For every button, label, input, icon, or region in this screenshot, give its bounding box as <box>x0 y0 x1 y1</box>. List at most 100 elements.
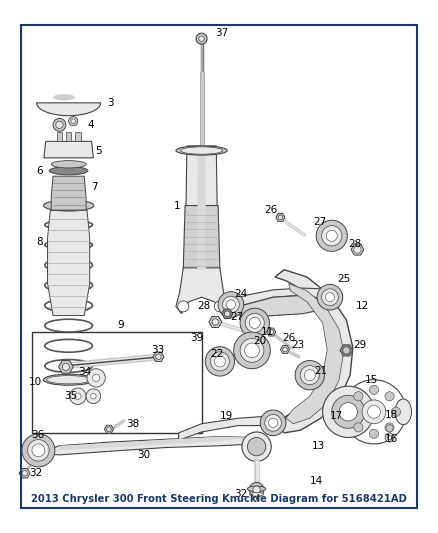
Polygon shape <box>227 295 335 317</box>
Circle shape <box>323 386 374 438</box>
Circle shape <box>260 410 286 435</box>
Text: 37: 37 <box>215 28 229 38</box>
Text: 30: 30 <box>138 450 151 460</box>
Text: 6: 6 <box>36 166 43 176</box>
Text: 14: 14 <box>310 475 323 486</box>
Text: 5: 5 <box>95 146 102 156</box>
Text: 32: 32 <box>233 489 247 499</box>
Ellipse shape <box>180 147 223 154</box>
Circle shape <box>74 393 81 399</box>
Text: 39: 39 <box>191 334 204 343</box>
Circle shape <box>300 366 319 385</box>
Circle shape <box>304 370 315 381</box>
Text: 26: 26 <box>282 334 296 343</box>
Circle shape <box>295 360 325 390</box>
Text: 33: 33 <box>151 345 164 356</box>
Circle shape <box>69 117 78 126</box>
Polygon shape <box>44 141 93 158</box>
Circle shape <box>212 319 219 325</box>
Polygon shape <box>280 345 290 353</box>
Text: 2013 Chrysler 300 Front Steering Knuckle Diagram for 5168421AD: 2013 Chrysler 300 Front Steering Knuckle… <box>31 494 407 504</box>
Text: 20: 20 <box>253 336 266 346</box>
Circle shape <box>28 440 49 461</box>
Circle shape <box>215 301 226 312</box>
Polygon shape <box>286 284 344 424</box>
Circle shape <box>332 395 365 429</box>
Text: 34: 34 <box>78 367 91 377</box>
Ellipse shape <box>46 376 91 384</box>
Polygon shape <box>351 244 364 255</box>
Bar <box>57 132 62 141</box>
Circle shape <box>245 313 264 333</box>
Circle shape <box>247 438 266 456</box>
Circle shape <box>369 429 378 439</box>
Text: 9: 9 <box>117 320 124 330</box>
Circle shape <box>385 433 394 442</box>
Ellipse shape <box>176 146 227 155</box>
Circle shape <box>240 308 269 337</box>
Text: 15: 15 <box>365 375 378 385</box>
Circle shape <box>225 311 230 317</box>
Text: 1: 1 <box>174 200 181 211</box>
Circle shape <box>321 289 338 305</box>
Polygon shape <box>39 437 257 455</box>
Circle shape <box>283 347 287 352</box>
Polygon shape <box>209 317 222 327</box>
Text: 12: 12 <box>356 301 369 311</box>
Polygon shape <box>19 469 30 478</box>
Text: 4: 4 <box>87 120 94 130</box>
Circle shape <box>107 427 111 432</box>
Text: 11: 11 <box>261 327 275 337</box>
Polygon shape <box>276 214 285 221</box>
Polygon shape <box>153 352 164 361</box>
Polygon shape <box>104 425 113 433</box>
Ellipse shape <box>247 486 266 491</box>
Text: 28: 28 <box>198 301 211 311</box>
Text: 35: 35 <box>64 391 77 401</box>
Text: 27: 27 <box>314 217 327 227</box>
Ellipse shape <box>249 492 264 496</box>
Circle shape <box>22 471 28 476</box>
Circle shape <box>265 415 282 431</box>
Text: 8: 8 <box>36 237 43 247</box>
Bar <box>32 332 201 433</box>
Circle shape <box>242 432 271 462</box>
Circle shape <box>362 400 386 424</box>
Circle shape <box>326 230 337 241</box>
Text: 16: 16 <box>385 434 398 445</box>
Text: 13: 13 <box>311 441 325 451</box>
Text: 21: 21 <box>314 366 328 376</box>
Circle shape <box>268 418 278 427</box>
Circle shape <box>91 393 96 399</box>
Circle shape <box>367 406 380 418</box>
Circle shape <box>249 482 264 497</box>
Ellipse shape <box>53 94 75 101</box>
Ellipse shape <box>43 374 94 385</box>
Circle shape <box>386 425 393 432</box>
Polygon shape <box>179 416 273 440</box>
Circle shape <box>385 423 394 432</box>
Circle shape <box>354 246 360 253</box>
Polygon shape <box>267 328 276 336</box>
Ellipse shape <box>395 399 412 425</box>
Circle shape <box>199 36 205 42</box>
Circle shape <box>178 301 189 312</box>
Text: 25: 25 <box>337 274 350 284</box>
Ellipse shape <box>51 160 86 168</box>
Circle shape <box>156 354 161 360</box>
Text: 17: 17 <box>330 411 343 422</box>
Polygon shape <box>60 437 252 450</box>
Polygon shape <box>185 146 218 270</box>
Circle shape <box>87 369 105 387</box>
Circle shape <box>245 343 259 358</box>
Text: 24: 24 <box>235 288 248 298</box>
Polygon shape <box>222 309 233 319</box>
Circle shape <box>70 388 86 405</box>
Polygon shape <box>340 345 353 356</box>
Text: 26: 26 <box>264 205 277 215</box>
Polygon shape <box>227 288 335 311</box>
Polygon shape <box>48 210 90 316</box>
Circle shape <box>385 392 394 401</box>
Circle shape <box>354 423 363 432</box>
Circle shape <box>71 119 75 124</box>
